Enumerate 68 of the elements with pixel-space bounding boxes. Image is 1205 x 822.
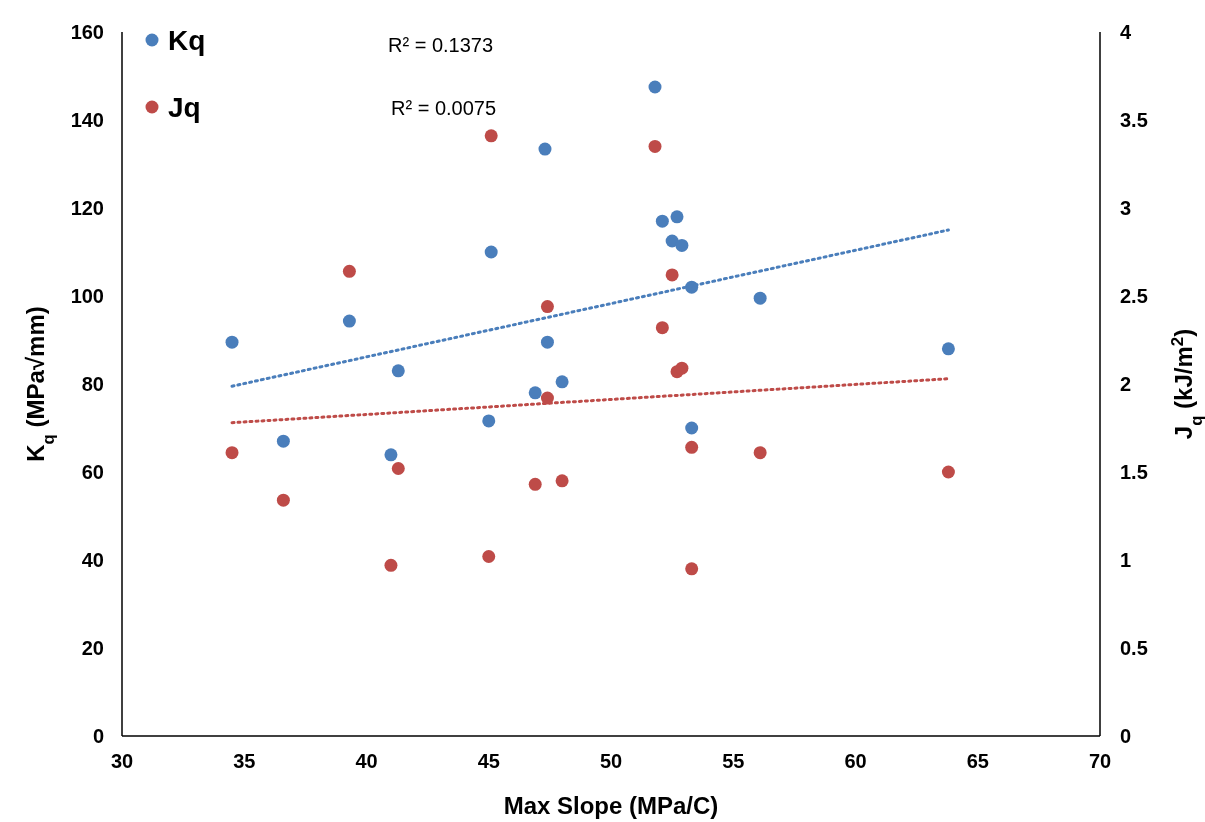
x-tick-label: 55 <box>722 750 745 772</box>
point <box>482 414 496 428</box>
y2-tick-label: 2 <box>1120 373 1132 395</box>
x-tick-label: 50 <box>599 750 623 772</box>
point <box>391 461 405 475</box>
point <box>538 142 552 156</box>
point <box>384 448 398 462</box>
point <box>391 364 405 378</box>
point <box>648 80 662 94</box>
point <box>384 558 398 572</box>
x-tick-label: 35 <box>233 750 256 772</box>
point <box>655 214 669 228</box>
legend-label: Jq <box>168 92 201 123</box>
y-tick-label: 80 <box>81 373 104 395</box>
y2-tick-label: 1.5 <box>1120 461 1148 483</box>
x-tick-label: 60 <box>844 750 867 772</box>
point <box>482 549 496 563</box>
y-tick-label: 160 <box>70 21 104 43</box>
point <box>655 321 669 335</box>
point <box>670 210 684 224</box>
y2-tick-label: 3 <box>1120 197 1132 219</box>
y2-tick-label: 2.5 <box>1120 285 1148 307</box>
point <box>648 139 662 153</box>
point <box>540 335 554 349</box>
x-tick-label: 40 <box>355 750 378 772</box>
y-tick-label: 20 <box>81 637 104 659</box>
point <box>484 129 498 143</box>
y2-tick-label: 0.5 <box>1120 637 1148 659</box>
point <box>555 474 569 488</box>
x-axis-title: Max Slope (MPa/C) <box>503 792 719 819</box>
point <box>276 493 290 507</box>
point <box>675 238 689 252</box>
x-tick-label: 65 <box>966 750 989 772</box>
point <box>540 300 554 314</box>
y-tick-label: 0 <box>92 725 104 747</box>
y-tick-label: 100 <box>70 285 104 307</box>
point <box>753 291 767 305</box>
annotation: R² = 0.0075 <box>391 97 497 119</box>
point <box>941 342 955 356</box>
point <box>675 361 689 375</box>
y2-tick-label: 4 <box>1120 21 1132 43</box>
point <box>528 477 542 491</box>
x-tick-label: 70 <box>1088 750 1112 772</box>
point <box>685 421 699 435</box>
point <box>342 314 356 328</box>
point <box>941 465 955 479</box>
annotation: R² = 0.1373 <box>388 34 494 56</box>
point <box>685 440 699 454</box>
y2-tick-label: 3.5 <box>1120 109 1148 131</box>
x-tick-label: 45 <box>477 750 500 772</box>
point <box>753 446 767 460</box>
point <box>685 562 699 576</box>
point <box>665 268 679 282</box>
point <box>484 245 498 259</box>
y-tick-label: 60 <box>81 461 104 483</box>
x-tick-label: 30 <box>110 750 134 772</box>
point <box>528 386 542 400</box>
point <box>342 264 356 278</box>
point <box>225 335 239 349</box>
y-tick-label: 40 <box>81 549 104 571</box>
point <box>276 434 290 448</box>
y2-tick-label: 0 <box>1120 725 1132 747</box>
y2-tick-label: 1 <box>1120 549 1132 571</box>
point <box>555 375 569 389</box>
y-tick-label: 120 <box>70 197 104 219</box>
point <box>225 446 239 460</box>
legend-label: Kq <box>168 25 206 56</box>
y-tick-label: 140 <box>70 109 104 131</box>
